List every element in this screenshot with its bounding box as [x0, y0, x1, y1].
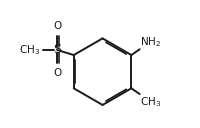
Text: O: O: [53, 21, 61, 31]
Text: NH$_2$: NH$_2$: [140, 35, 161, 49]
Text: O: O: [53, 68, 61, 78]
Text: CH$_3$: CH$_3$: [140, 95, 161, 109]
Text: CH$_3$: CH$_3$: [19, 43, 40, 57]
Text: S: S: [53, 43, 61, 56]
